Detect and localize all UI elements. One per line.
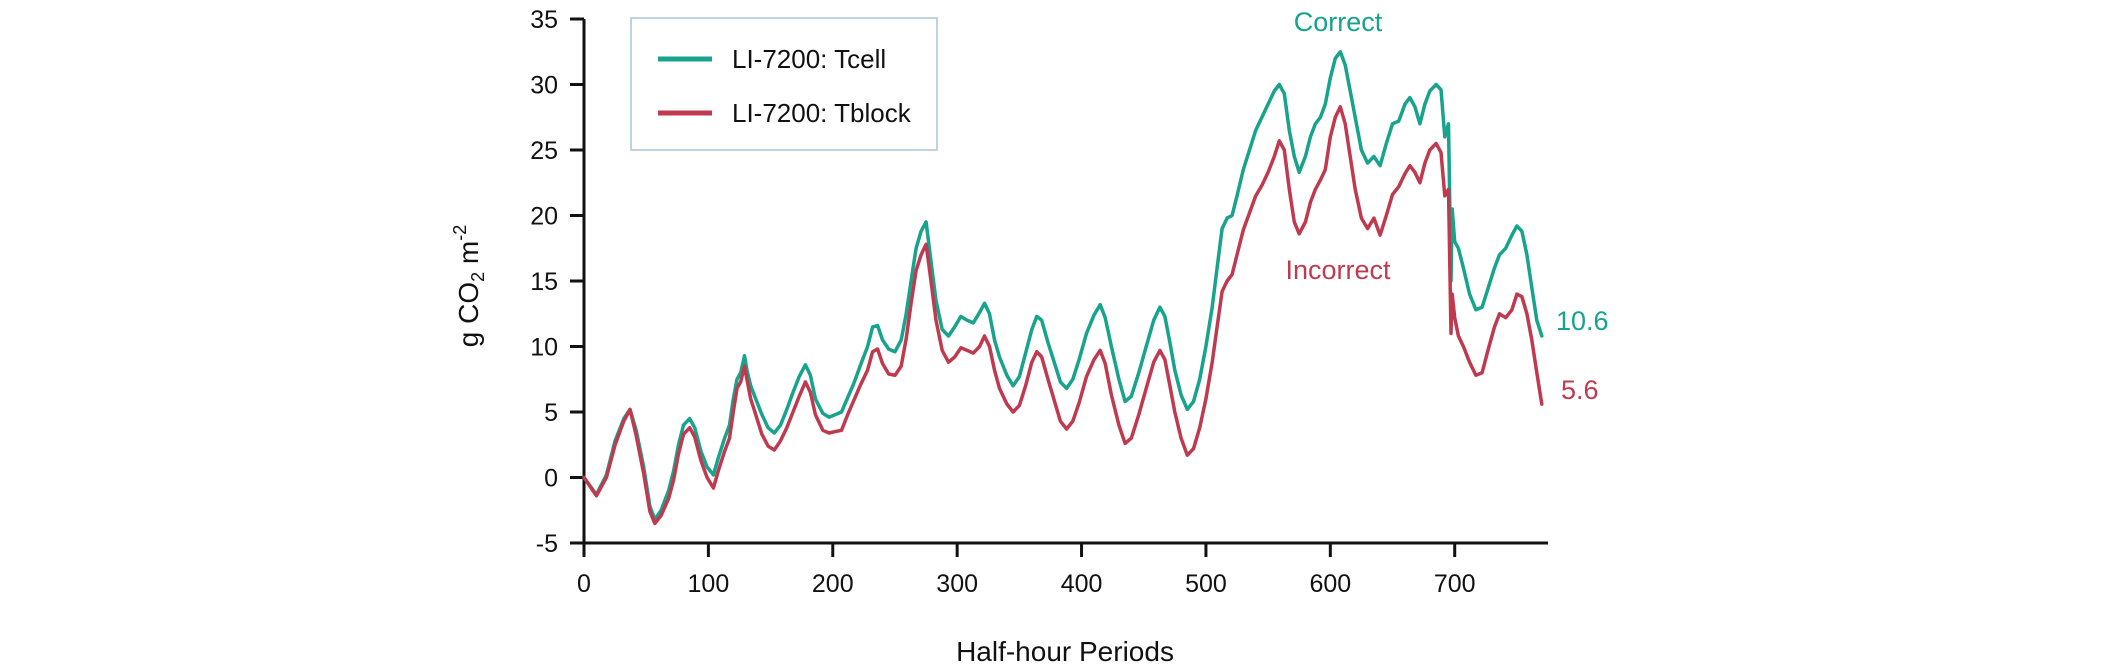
legend: LI-7200: Tcell LI-7200: Tblock	[630, 17, 938, 151]
y-tick-label: 25	[530, 137, 558, 165]
end-value-tblock: 5.6	[1561, 375, 1599, 405]
x-tick-label: 200	[812, 570, 854, 598]
legend-label-tcell: LI-7200: Tcell	[732, 44, 886, 74]
series-line-tcell	[582, 50, 1544, 522]
x-axis-title: Half-hour Periods	[956, 636, 1174, 667]
y-tick-label: 15	[530, 268, 558, 296]
y-tick-label: 35	[530, 6, 558, 34]
series-line-tblock	[582, 105, 1544, 526]
y-axis-title-subscript: 2	[468, 272, 488, 282]
series-layer	[582, 50, 1544, 526]
y-axis-title: g CO2 m-2	[450, 225, 488, 348]
y-axis-title-superscript: -2	[450, 225, 470, 241]
y-tick-label: -5	[536, 530, 558, 558]
y-tick-label: 20	[530, 203, 558, 231]
annotation-correct: Correct	[1294, 7, 1383, 37]
x-tick-label: 600	[1309, 570, 1351, 598]
y-tick-label: 5	[544, 399, 558, 427]
legend-label-tblock: LI-7200: Tblock	[732, 98, 912, 128]
annotation-incorrect: Incorrect	[1285, 255, 1391, 285]
legend-box	[630, 17, 938, 151]
y-tick-label: 30	[530, 72, 558, 100]
axes: -5 0 5 10 15 20 25 30 35 0 100 200 300 400 500 600 700	[530, 6, 1548, 598]
x-tick-label: 0	[577, 570, 591, 598]
x-tick-label: 100	[688, 570, 730, 598]
y-tick-label: 0	[544, 465, 558, 493]
x-tick-label: 500	[1185, 570, 1227, 598]
x-tick-label: 700	[1434, 570, 1476, 598]
x-tick-label: 300	[936, 570, 978, 598]
end-value-tcell: 10.6	[1556, 306, 1609, 336]
x-tick-label: 400	[1061, 570, 1103, 598]
y-tick-label: 10	[530, 334, 558, 362]
